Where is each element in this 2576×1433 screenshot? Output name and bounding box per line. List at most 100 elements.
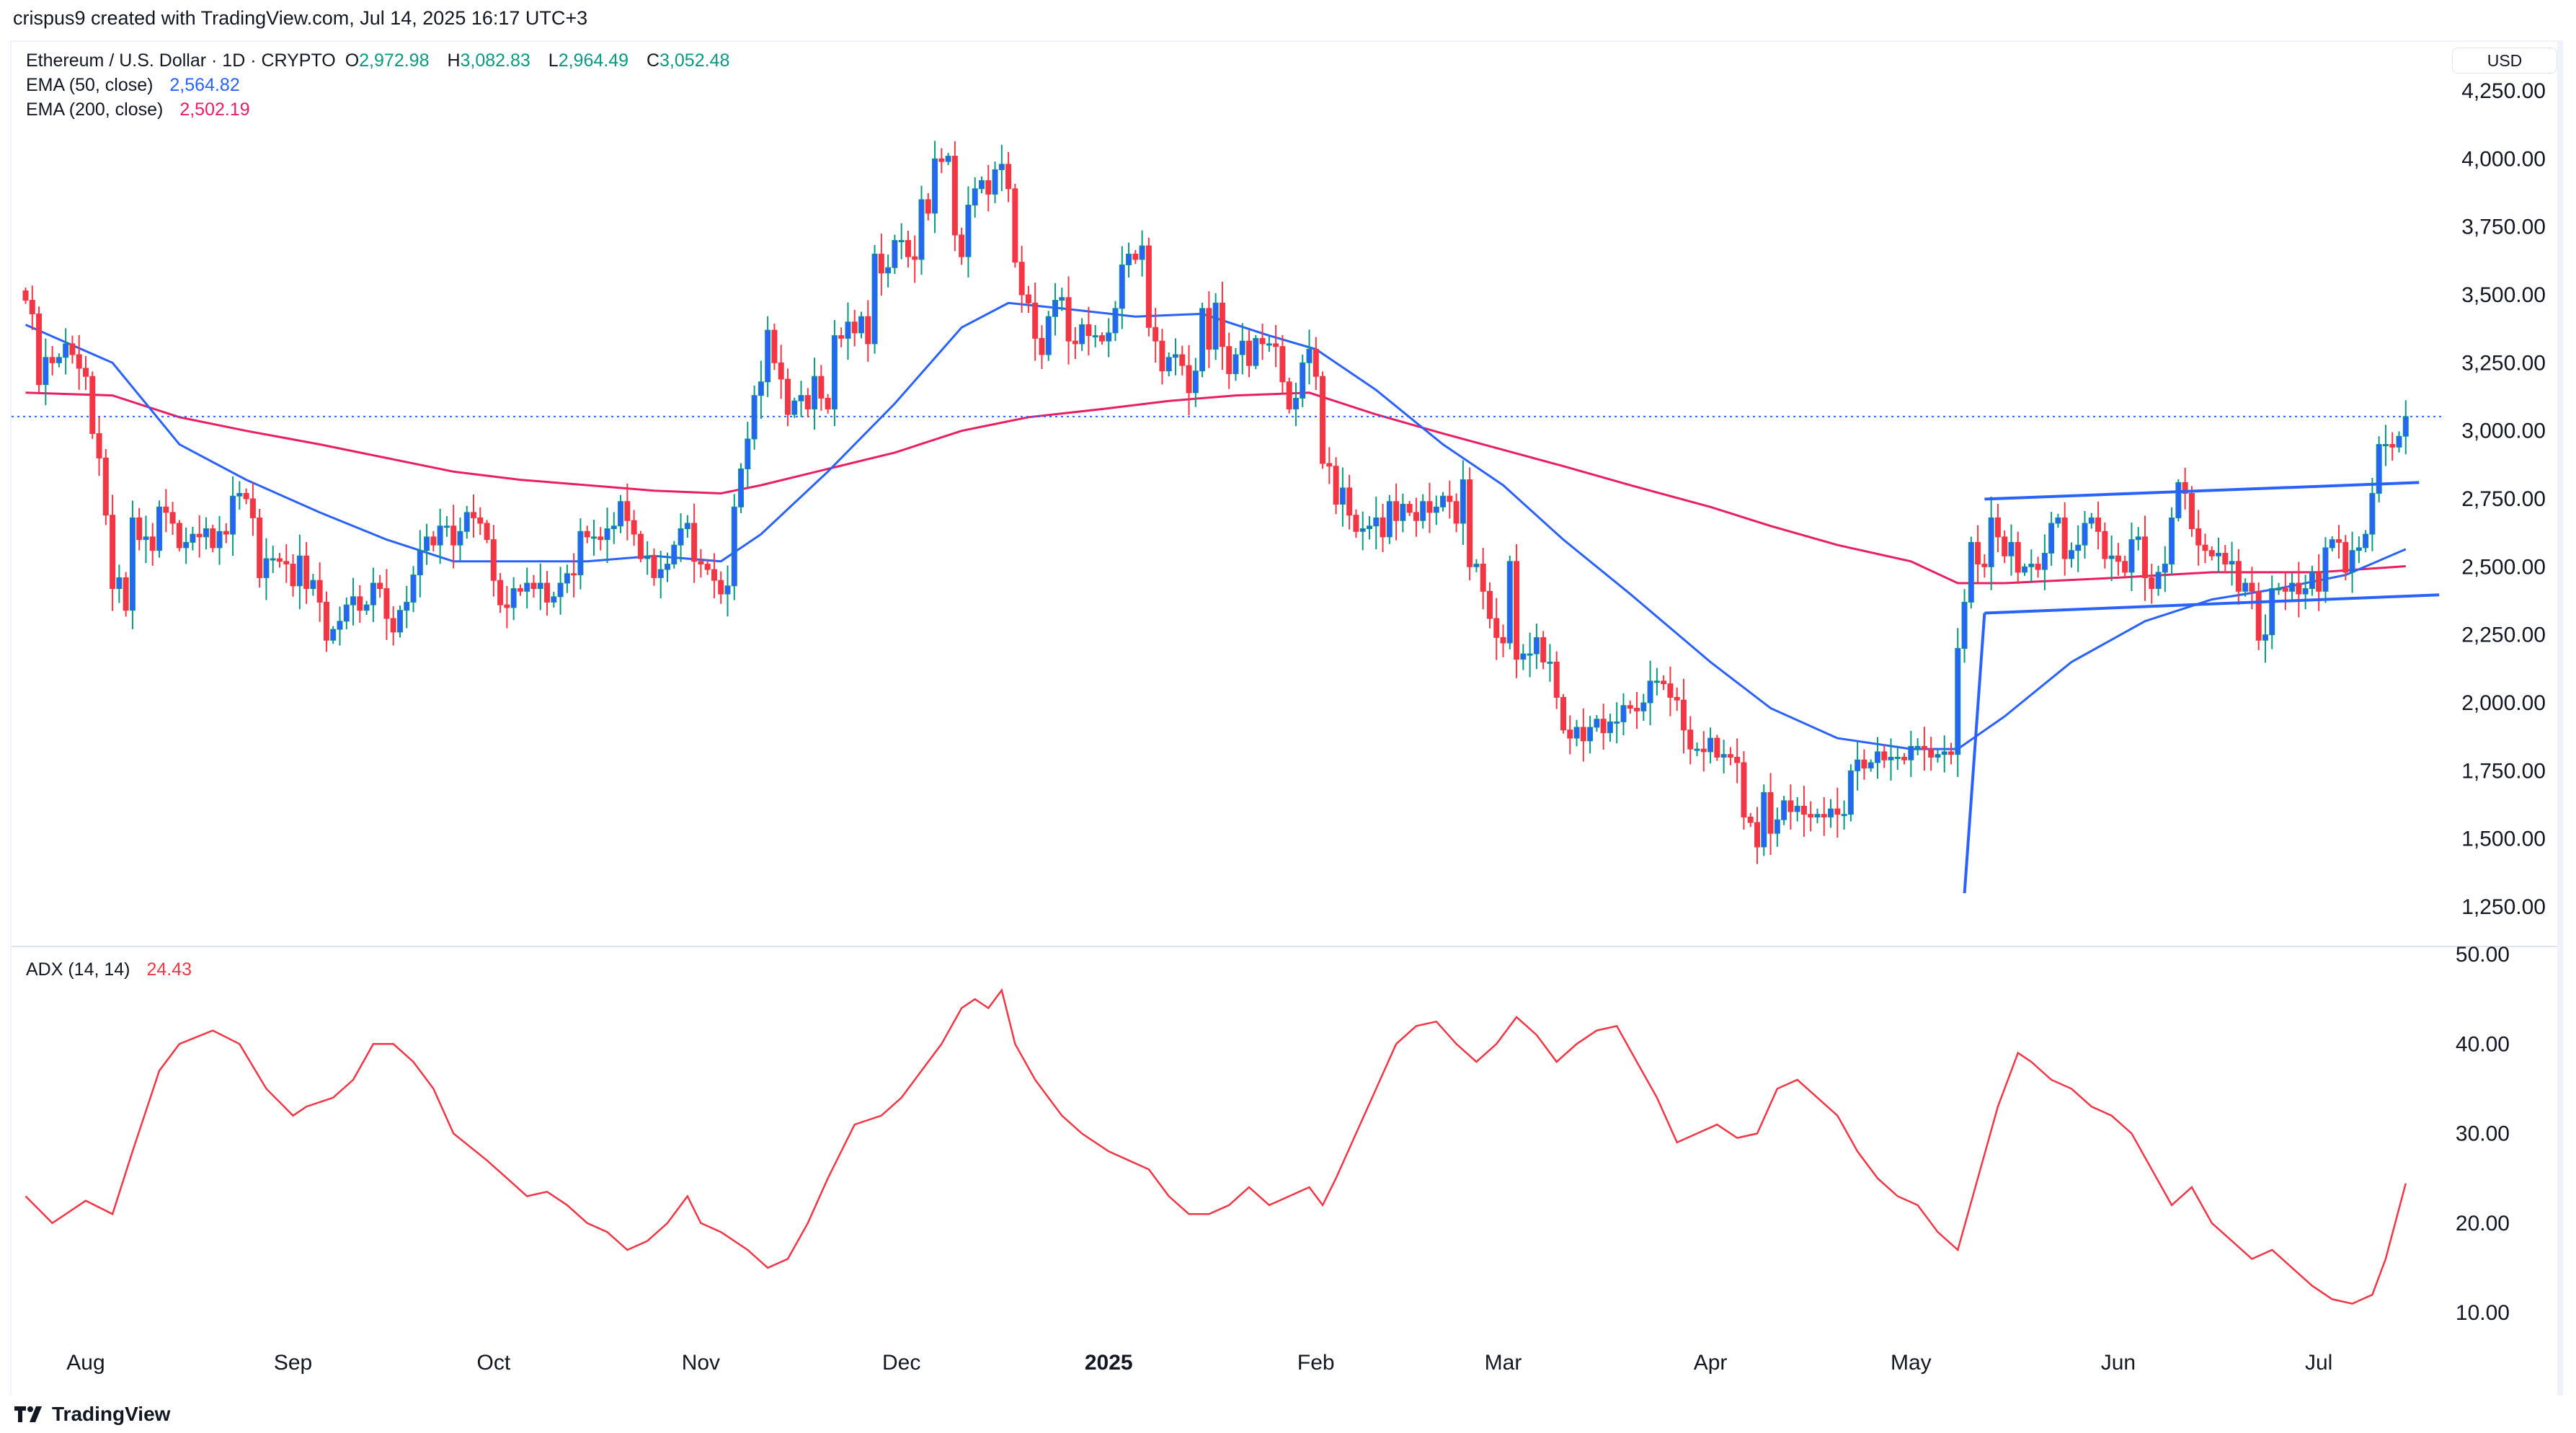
candle xyxy=(1326,447,1333,484)
candle-body xyxy=(1767,792,1774,834)
candle-body xyxy=(1199,308,1206,372)
candle-body xyxy=(1941,751,1947,755)
candle xyxy=(2015,531,2021,585)
candle xyxy=(1126,242,1132,278)
candle-body xyxy=(69,343,76,355)
candle xyxy=(55,353,62,368)
adx-tick-label: 20.00 xyxy=(2456,1212,2510,1235)
candle-body xyxy=(610,525,617,530)
adx-legend[interactable]: ADX (14, 14) 24.43 xyxy=(26,959,196,980)
candle xyxy=(1219,281,1225,371)
candle-body xyxy=(1614,721,1620,724)
candle xyxy=(1132,249,1139,265)
candle-body xyxy=(2269,588,2275,636)
candle-body xyxy=(2342,541,2349,573)
candle xyxy=(2188,486,2195,537)
candle-body xyxy=(1627,705,1633,709)
candle xyxy=(1273,324,1279,368)
candle-body xyxy=(2235,561,2242,592)
candle-body xyxy=(1440,495,1447,507)
ema50-legend[interactable]: EMA (50, close) 2,564.82 xyxy=(26,75,244,96)
candle-body xyxy=(1005,164,1012,190)
tradingview-logo[interactable]: TradingView xyxy=(14,1403,170,1426)
candle-body xyxy=(1426,501,1433,513)
candle-body xyxy=(2302,588,2309,595)
time-axis[interactable]: Aug Sep Oct Nov Dec 2025 Feb Mar Apr May Jun Jul xyxy=(66,1351,2332,1375)
candle xyxy=(1339,467,1346,527)
candle xyxy=(1386,494,1393,544)
candle xyxy=(1781,796,1787,825)
candle xyxy=(551,592,557,608)
candle xyxy=(965,186,972,278)
candle xyxy=(96,417,102,476)
candle-body xyxy=(1834,808,1841,815)
candle-body xyxy=(1353,515,1359,532)
candle xyxy=(36,306,43,393)
candle-body xyxy=(1380,517,1386,538)
candle xyxy=(2208,546,2215,561)
candle xyxy=(1212,293,1219,360)
adx-axis[interactable]: 50.00 40.00 30.00 20.00 10.00 xyxy=(2456,943,2510,1325)
candle xyxy=(190,526,196,551)
candle-body xyxy=(1894,756,1901,759)
symbol-title[interactable]: Ethereum / U.S. Dollar · 1D · CRYPTO xyxy=(26,50,336,71)
candle xyxy=(985,165,992,212)
candle-body xyxy=(102,457,109,516)
candle xyxy=(350,577,357,626)
candle-body xyxy=(2088,517,2095,524)
candle-body xyxy=(1480,564,1486,592)
candle-body xyxy=(1781,800,1787,820)
candle xyxy=(1800,786,1807,837)
candle xyxy=(2195,510,2202,566)
candle-body xyxy=(2249,582,2255,592)
candle xyxy=(610,512,617,544)
candle xyxy=(1233,347,1239,381)
candle xyxy=(1079,318,1085,351)
price-axis[interactable]: 4,250.00 4,000.00 3,750.00 3,500.00 3,250.00… xyxy=(2461,79,2546,919)
candle xyxy=(1921,727,1927,771)
candle xyxy=(1172,338,1178,376)
ema200-line xyxy=(25,391,2406,585)
candle-body xyxy=(1787,800,1794,812)
candle xyxy=(871,244,878,354)
candle-body xyxy=(631,520,637,535)
candle-body xyxy=(845,321,851,339)
candle-body xyxy=(2349,550,2355,573)
candle-body xyxy=(965,204,972,257)
candle xyxy=(396,605,403,638)
candle-body xyxy=(1888,756,1894,760)
candle-body xyxy=(1573,727,1580,739)
candle xyxy=(1025,285,1031,314)
candle-body xyxy=(1935,754,1941,758)
candle-body xyxy=(2322,547,2329,592)
candle-body xyxy=(972,188,978,205)
tradingview-logo-icon xyxy=(14,1406,42,1422)
candle xyxy=(1747,812,1754,828)
candle-body xyxy=(771,329,778,363)
candle-body xyxy=(1653,680,1660,683)
candle-body xyxy=(2242,582,2249,592)
candle xyxy=(343,597,350,630)
candle-body xyxy=(2188,492,2195,530)
ema200-legend[interactable]: EMA (200, close) 2,502.19 xyxy=(26,99,254,120)
candle-body xyxy=(196,533,203,538)
candle xyxy=(1981,554,1988,578)
candle xyxy=(430,531,437,551)
candle-body xyxy=(2309,572,2315,590)
candle-body xyxy=(912,256,918,260)
candle-body xyxy=(2115,555,2121,562)
candle-body xyxy=(1186,365,1192,394)
candle-body xyxy=(2169,517,2175,565)
candle xyxy=(1206,291,1212,368)
candle-body xyxy=(1219,302,1225,347)
candle xyxy=(1994,504,2001,552)
candle-body xyxy=(1527,653,1533,656)
currency-button[interactable]: USD xyxy=(2452,48,2557,74)
candle xyxy=(1266,336,1272,352)
candle xyxy=(1948,742,1955,765)
candle-body xyxy=(1279,346,1286,383)
candle xyxy=(731,494,737,600)
candle-body xyxy=(2282,588,2288,592)
candle xyxy=(1333,457,1339,515)
